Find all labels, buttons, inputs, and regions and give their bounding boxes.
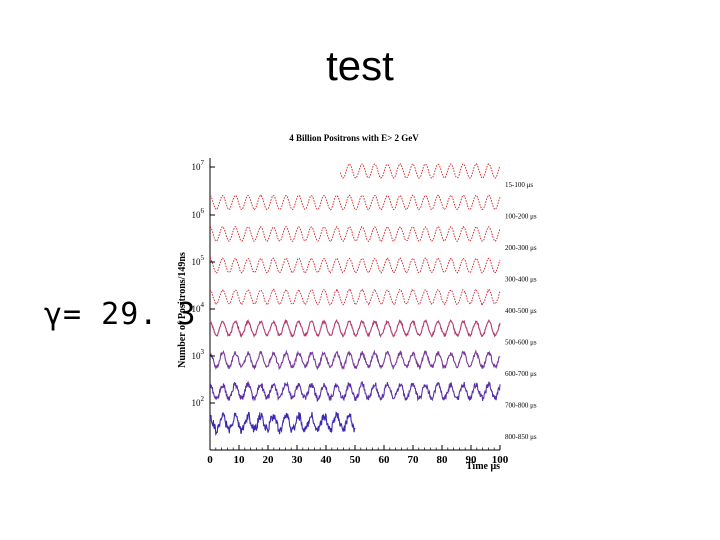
y-tick-exponent: 3 xyxy=(201,348,205,356)
y-tick-exponent: 2 xyxy=(201,395,205,403)
series-line-8 xyxy=(209,380,501,403)
x-tick-label: 50 xyxy=(350,454,362,466)
y-tick-exponent: 5 xyxy=(201,254,205,262)
series-line-2 xyxy=(209,194,501,211)
x-ticks: 0 10 20 30 40 50 60 70 80 90 100 xyxy=(207,445,509,466)
series-line-1 xyxy=(340,163,501,179)
series-line-3 xyxy=(209,225,501,242)
y-tick-base: 10 xyxy=(192,304,202,314)
series-layer xyxy=(209,163,501,437)
y-tick-label: 106 xyxy=(192,207,205,220)
y-tick-base: 10 xyxy=(192,162,202,172)
y-tick-base: 10 xyxy=(192,257,202,267)
series-line-4 xyxy=(209,257,501,274)
series-line-9 xyxy=(209,411,356,437)
y-tick-label: 104 xyxy=(192,301,205,314)
series-label: 400-500 μs xyxy=(505,307,537,315)
y-tick-label: 107 xyxy=(192,159,205,172)
series-label: 100-200 μs xyxy=(505,213,537,221)
y-tick-exponent: 7 xyxy=(201,159,205,167)
series-labels: 15-100 μs 100-200 μs 200-300 μs 300-400 μs 4… xyxy=(505,181,537,441)
x-tick-label: 40 xyxy=(321,454,333,466)
x-tick-label: 70 xyxy=(408,454,420,466)
x-tick-label: 90 xyxy=(466,454,478,466)
chart-title: 4 Billion Positrons with E> 2 GeV xyxy=(289,133,419,143)
wiggle-plot: 4 Billion Positrons with E> 2 GeV 107106… xyxy=(177,133,537,472)
gamma-label: γ= 29. 3 xyxy=(44,297,197,332)
y-axis-label: Number of Positrons/149ns xyxy=(177,252,188,368)
y-tick-base: 10 xyxy=(192,210,202,220)
series-label: 700-800 μs xyxy=(505,402,537,410)
series-label: 500-600 μs xyxy=(505,339,537,347)
series-label: 15-100 μs xyxy=(505,181,533,189)
series-label: 600-700 μs xyxy=(505,370,537,378)
y-tick-label: 105 xyxy=(192,254,205,267)
slide-title: test xyxy=(326,42,394,89)
x-tick-label: 0 xyxy=(207,454,213,466)
y-tick-base: 10 xyxy=(192,351,202,361)
y-tick-label: 103 xyxy=(192,348,205,361)
series-label: 200-300 μs xyxy=(505,244,537,252)
x-tick-label: 10 xyxy=(234,454,246,466)
x-tick-label: 30 xyxy=(292,454,304,466)
series-label: 300-400 μs xyxy=(505,276,537,284)
y-tick-label: 102 xyxy=(192,395,205,408)
series-line-7 xyxy=(209,349,501,371)
y-tick-exponent: 4 xyxy=(201,301,205,309)
series-label: 800-850 μs xyxy=(505,433,537,441)
series-line-6 xyxy=(209,318,501,338)
y-tick-exponent: 6 xyxy=(201,207,205,215)
x-tick-label: 100 xyxy=(492,454,509,466)
x-axis-label: Time μs xyxy=(466,461,500,472)
series-line-5 xyxy=(209,287,501,306)
x-tick-label: 20 xyxy=(263,454,275,466)
x-tick-label: 80 xyxy=(437,454,449,466)
x-tick-label: 60 xyxy=(379,454,391,466)
y-tick-base: 10 xyxy=(192,398,202,408)
